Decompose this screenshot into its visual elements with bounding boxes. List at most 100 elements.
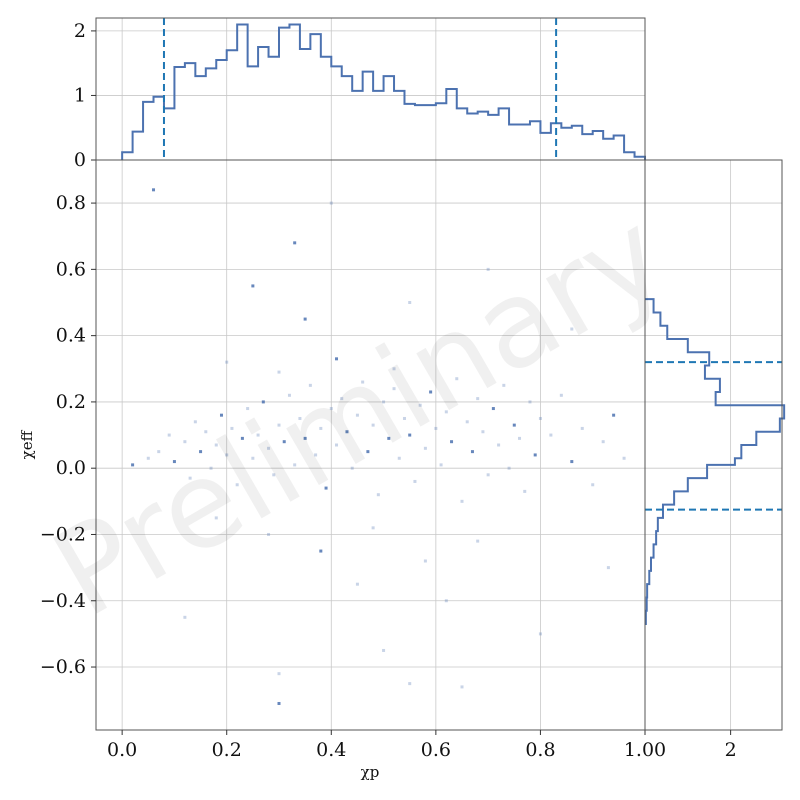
right-histogram-step-line <box>644 298 786 625</box>
scatter-point <box>131 463 135 467</box>
top-histogram-y-ticks: 0 1 2 <box>74 20 96 171</box>
scatter-point <box>366 450 370 454</box>
scatter-point <box>612 413 616 417</box>
scatter-point <box>251 284 255 288</box>
scatter-point <box>444 599 448 603</box>
scatter-point <box>444 410 448 414</box>
scatter-point <box>518 436 522 440</box>
scatter-point <box>267 446 271 450</box>
scatter-point <box>376 493 380 497</box>
scatter-point <box>392 387 396 391</box>
main-x-tick-label: 0.8 <box>525 739 555 761</box>
main-x-tick-label: 0.6 <box>421 739 451 761</box>
scatter-point <box>382 400 386 404</box>
scatter-point <box>402 416 406 420</box>
main-y-tick-label: −0.2 <box>40 523 86 545</box>
scatter-point <box>319 549 323 553</box>
scatter-point <box>434 426 438 430</box>
scatter-point <box>580 426 584 430</box>
scatter-point <box>172 460 176 464</box>
main-y-tick-label: 0.4 <box>56 325 86 347</box>
scatter-point <box>408 433 412 437</box>
scatter-point <box>335 443 339 447</box>
scatter-point <box>251 456 255 460</box>
main-y-tick-label: 0.0 <box>56 457 86 479</box>
right-histogram-panel: 2 <box>644 159 786 761</box>
scatter-point <box>256 433 260 437</box>
scatter-point <box>335 357 339 361</box>
scatter-point <box>350 466 354 470</box>
scatter-point <box>476 397 480 401</box>
scatter-point <box>382 648 386 652</box>
scatter-point <box>277 701 281 705</box>
top-histogram-step-line <box>121 23 646 160</box>
top-histogram-panel: 0 1 2 <box>74 17 646 171</box>
scatter-point <box>246 407 250 411</box>
scatter-point <box>167 433 171 437</box>
scatter-point <box>397 456 401 460</box>
scatter-point <box>277 370 281 374</box>
main-scatter-panel: 0.0 0.2 0.4 0.6 0.8 1.00 −0.6−0.4−0.20.00.20.… <box>18 159 666 781</box>
scatter-point <box>345 430 349 434</box>
right-x-tick-label: 2 <box>725 739 737 761</box>
scatter-point <box>528 400 532 404</box>
scatter-point <box>204 430 208 434</box>
scatter-point <box>235 483 239 487</box>
scatter-point <box>408 682 412 686</box>
scatter-point <box>418 403 422 407</box>
top-histogram-frame <box>95 17 646 161</box>
scatter-point <box>413 479 417 483</box>
scatter-point <box>298 416 302 420</box>
scatter-point <box>225 360 229 364</box>
scatter-point <box>491 407 495 411</box>
scatter-point <box>523 489 527 493</box>
main-y-tick-label: 0.8 <box>56 192 86 214</box>
scatter-point <box>450 440 454 444</box>
scatter-point <box>293 241 297 245</box>
scatter-point <box>277 423 281 427</box>
scatter-point <box>465 420 469 424</box>
scatter-point <box>502 383 506 387</box>
scatter-point <box>549 433 553 437</box>
scatter-point <box>199 450 203 454</box>
scatter-point <box>324 486 328 490</box>
scatter-point <box>559 393 563 397</box>
main-y-tick-label: 0.2 <box>56 391 86 413</box>
scatter-point <box>188 476 192 480</box>
scatter-point <box>293 463 297 467</box>
scatter-point <box>308 383 312 387</box>
scatter-point <box>470 450 474 454</box>
scatter-point <box>570 327 574 331</box>
scatter-point <box>303 317 307 321</box>
scatter-point <box>497 443 501 447</box>
scatter-point <box>267 532 271 536</box>
main-y-tick-label: −0.6 <box>40 656 86 678</box>
scatter-point <box>314 453 318 457</box>
scatter-point <box>460 685 464 689</box>
top-histogram-grid <box>96 18 646 161</box>
scatter-point <box>340 397 344 401</box>
scatter-point <box>157 450 161 454</box>
scatter-point <box>219 413 223 417</box>
scatter-point <box>538 416 542 420</box>
scatter-point <box>214 516 218 520</box>
scatter-point <box>460 499 464 503</box>
scatter-point <box>507 466 511 470</box>
main-x-tick-label: 1.00 <box>624 739 666 761</box>
scatter-point <box>209 466 213 470</box>
scatter-point <box>361 380 365 384</box>
scatter-point <box>486 473 490 477</box>
scatter-point <box>146 456 150 460</box>
scatter-point <box>183 440 187 444</box>
scatter-point <box>512 423 516 427</box>
scatter-point <box>371 423 375 427</box>
scatter-point <box>423 446 427 450</box>
scatter-point <box>303 436 307 440</box>
scatter-point <box>408 301 412 304</box>
scatter-point <box>355 413 359 417</box>
main-x-tick-label: 0.2 <box>212 739 242 761</box>
scatter-point <box>329 407 333 411</box>
scatter-point <box>152 188 156 192</box>
scatter-point <box>371 526 375 530</box>
